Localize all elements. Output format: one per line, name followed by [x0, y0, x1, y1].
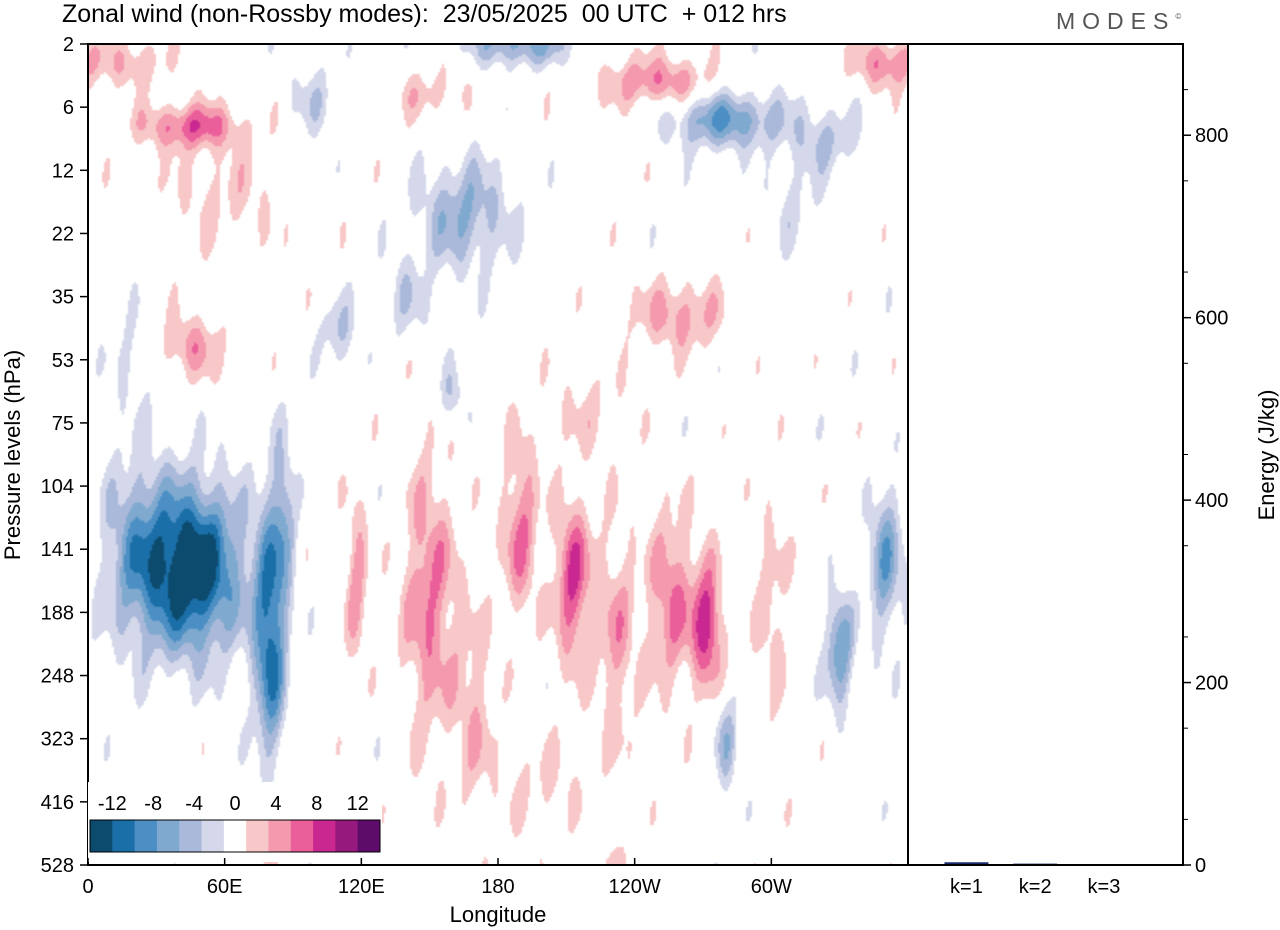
colorbar-outline: [89, 819, 381, 853]
wavenumber-axis: k=1 k=2 k=3: [950, 876, 1120, 898]
y-tick-label: 53: [52, 350, 74, 372]
colorbar-swatch: [134, 820, 158, 852]
chart-title: Zonal wind (non-Rossby modes): 23/05/202…: [62, 0, 787, 28]
y-tick-label: 248: [41, 666, 74, 688]
y-tick-label: 12: [52, 160, 74, 182]
energy-tick-label: 200: [1195, 673, 1228, 695]
y-tick-label: 104: [41, 476, 74, 498]
colorbar-swatch: [268, 820, 292, 852]
colorbar-swatch: [112, 820, 136, 852]
colorbar-swatch: [90, 820, 113, 852]
wavenumber-label: k=3: [1088, 876, 1121, 898]
y-tick-label: 416: [41, 792, 74, 814]
brand-text: MODES: [1056, 8, 1176, 34]
y-axis-title: Pressure levels (hPa): [0, 350, 25, 560]
x-tick-label: 120E: [338, 876, 385, 898]
y-tick-label: 22: [52, 223, 74, 245]
energy-axis: 0 200 400 600 800: [1183, 89, 1228, 877]
y-tick-label: 6: [63, 97, 74, 119]
energy-axis-title: Energy (J/kg): [1254, 390, 1279, 521]
energy-tick-label: 0: [1195, 855, 1206, 877]
pressure-axis: 2 6 12 22 35 53 75 104 141 188 248 323 416 528: [41, 34, 88, 877]
x-tick-label: 60E: [207, 876, 243, 898]
x-tick-label: 60W: [751, 876, 792, 898]
colorbar-label: -4: [185, 793, 203, 815]
colorbar-swatch: [313, 820, 336, 852]
x-tick-label: 180: [481, 876, 514, 898]
energy-panel-frame: [907, 43, 1184, 866]
colorbar-label: 8: [311, 793, 322, 815]
y-tick-label: 2: [63, 34, 74, 56]
energy-tick-label: 400: [1195, 490, 1228, 512]
x-tick-label: 0: [82, 876, 93, 898]
colorbar-label: -8: [144, 793, 162, 815]
y-tick-label: 528: [41, 855, 74, 877]
colorbar-swatch: [179, 820, 203, 852]
heatmap-raster: [88, 44, 908, 865]
energy-bar: [944, 862, 989, 865]
colorbar-label: -12: [98, 793, 127, 815]
energy-tick-label: 800: [1195, 125, 1228, 147]
y-tick-label: 75: [52, 413, 74, 435]
y-tick-label: 35: [52, 287, 74, 309]
y-tick-label: 323: [41, 729, 74, 751]
colorbar-swatch: [246, 820, 269, 852]
colorbar-label: 12: [347, 793, 369, 815]
brand-mark: ©: [1175, 12, 1182, 21]
energy-tick-label: 600: [1195, 308, 1228, 330]
brand-logo: MODES©: [1056, 8, 1181, 35]
colorbar-swatch: [357, 820, 381, 852]
colorbar-swatch: [201, 820, 225, 852]
colorbar: -12 -8 -4 0 4 8 12: [88, 782, 382, 862]
longitude-axis: 0 60E 120E 180 120W 60W: [82, 858, 792, 898]
colorbar-swatch: [223, 820, 247, 852]
wind-heatmap: [88, 44, 908, 865]
colorbar-label: 0: [229, 793, 240, 815]
y-tick-label: 141: [41, 539, 74, 561]
x-tick-label: 120W: [609, 876, 661, 898]
colorbar-swatch: [335, 820, 359, 852]
colorbar-swatch: [290, 820, 314, 852]
x-axis-title: Longitude: [450, 902, 547, 927]
wavenumber-label: k=1: [950, 876, 983, 898]
colorbar-label: 4: [270, 793, 281, 815]
wavenumber-label: k=2: [1019, 876, 1052, 898]
y-tick-label: 188: [41, 602, 74, 624]
colorbar-swatch: [156, 820, 180, 852]
